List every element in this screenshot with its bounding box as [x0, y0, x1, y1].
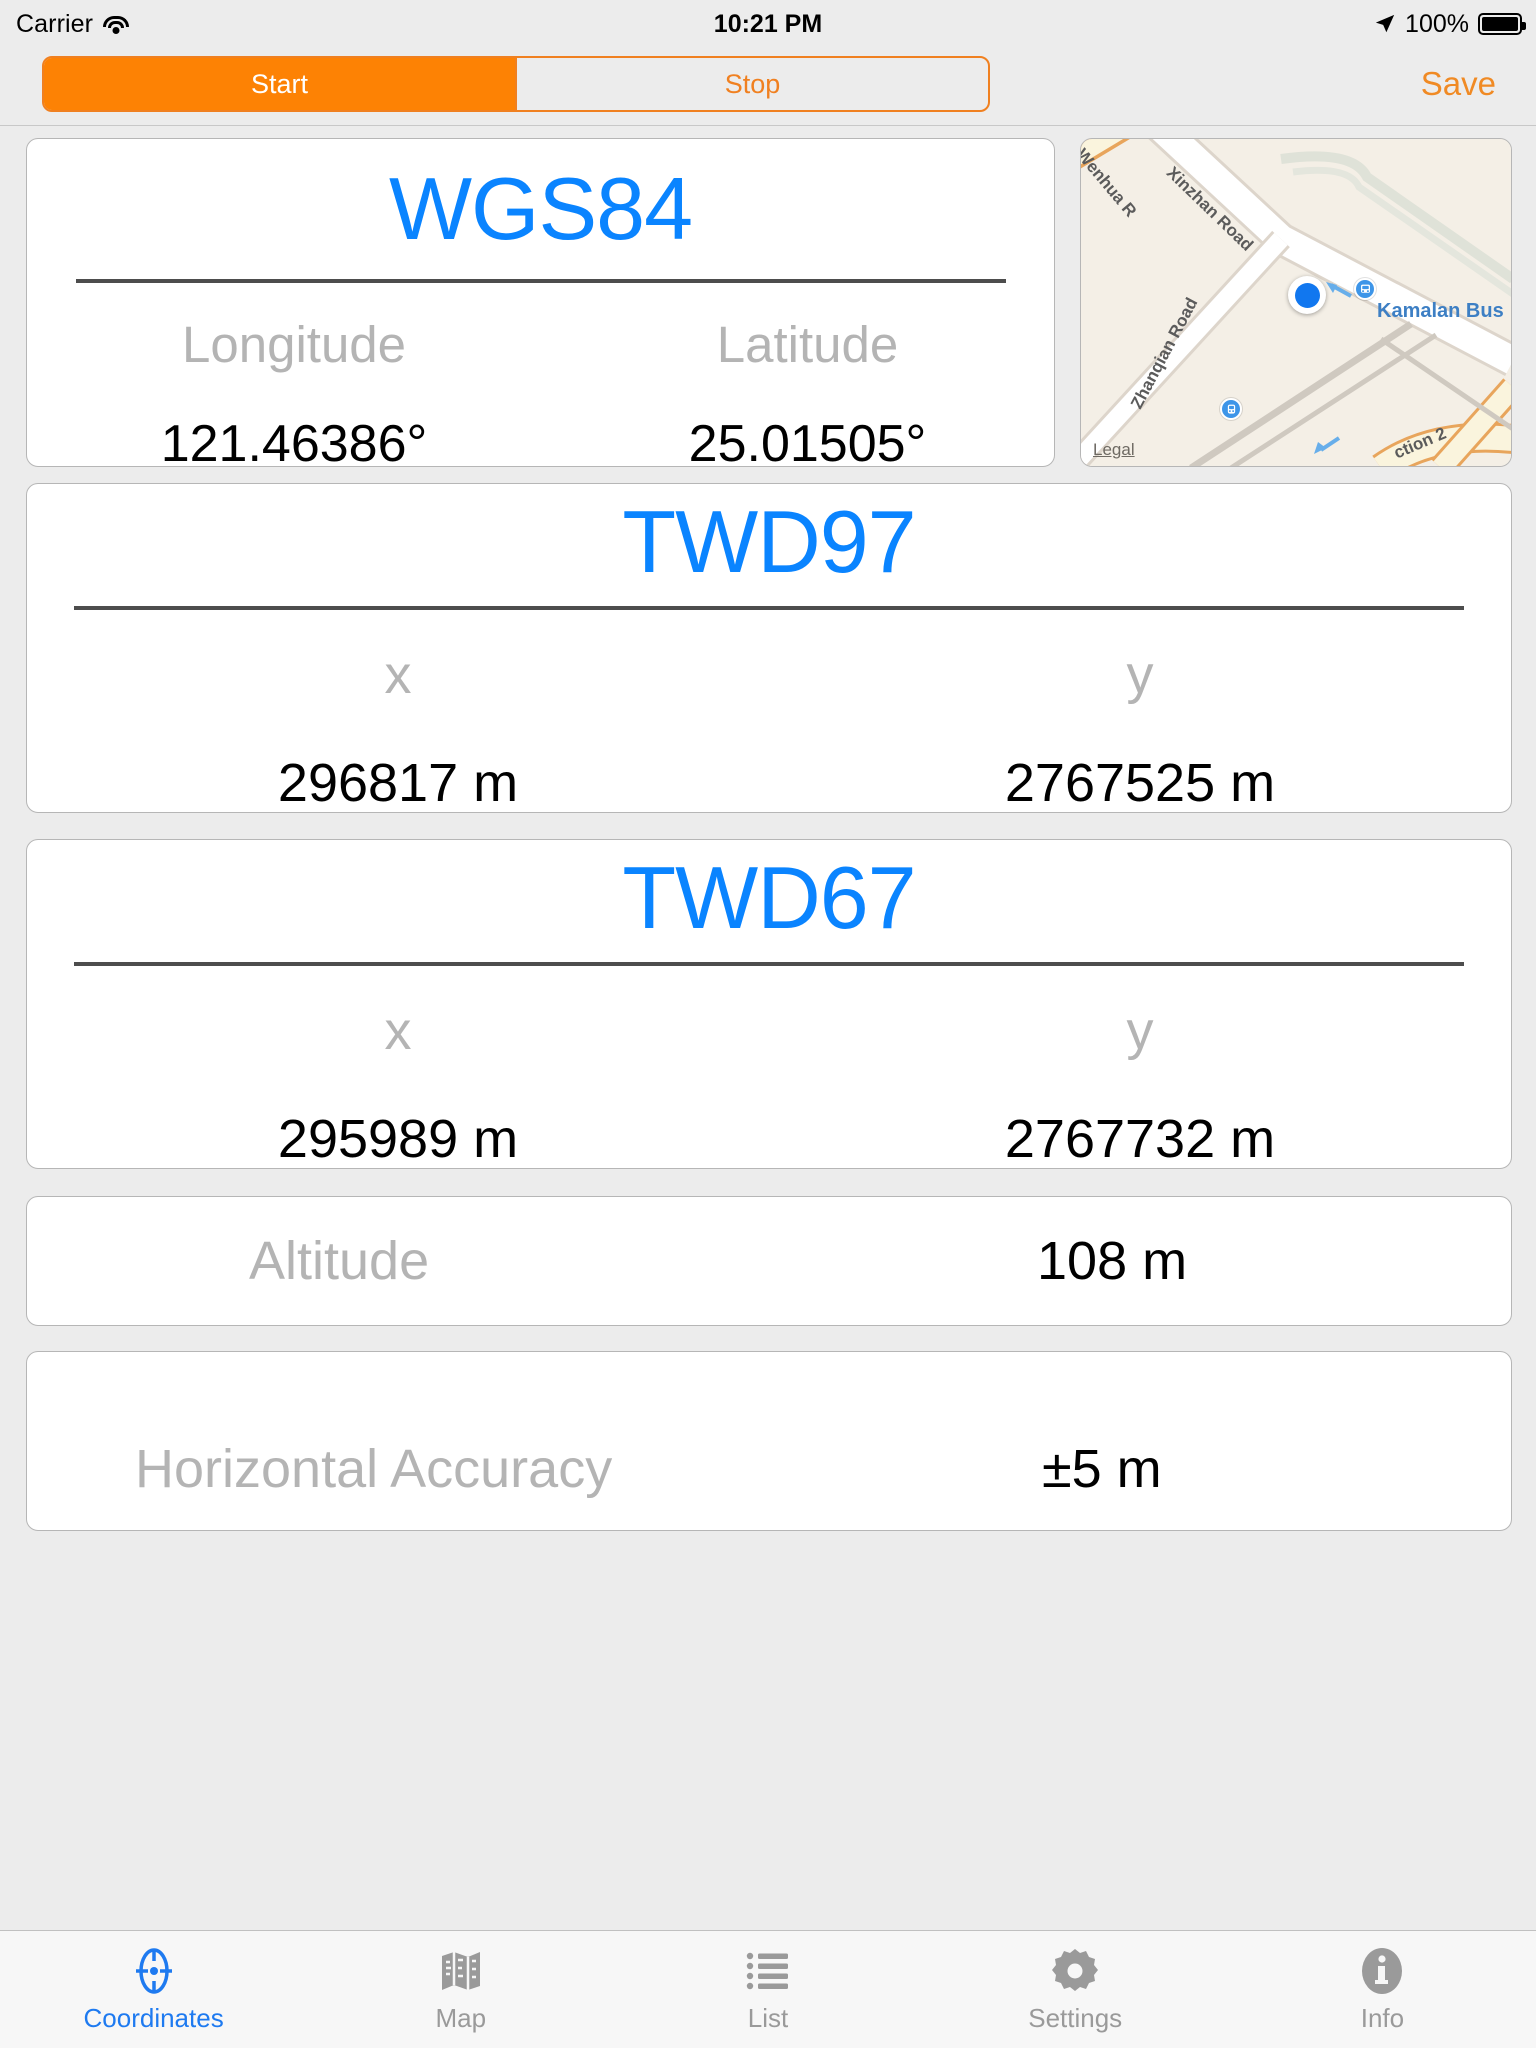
- wgs84-card: WGS84 Longitude Latitude 121.46386° 25.0…: [26, 138, 1055, 473]
- altitude-label: Altitude: [249, 1231, 430, 1291]
- segment-start[interactable]: Start: [44, 58, 515, 110]
- wgs84-labels-row: Longitude Latitude: [27, 283, 1054, 374]
- tab-info[interactable]: Info: [1229, 1931, 1536, 2048]
- battery-percent-label: 100%: [1405, 9, 1469, 38]
- twd97-title: TWD97: [622, 492, 916, 591]
- save-button[interactable]: Save: [1420, 65, 1496, 102]
- direction-arrow-icon-2: [1314, 436, 1341, 454]
- latitude-value: 25.01505°: [688, 415, 927, 473]
- battery-full-icon: [1478, 13, 1526, 35]
- twd97-values-row: 296817 m 2767525 m: [27, 706, 1511, 814]
- info-circle-icon: [1359, 1946, 1405, 1996]
- bus-station-icon[interactable]: [1354, 278, 1376, 300]
- twd97-x-value: 296817 m: [277, 753, 519, 813]
- tab-coordinates[interactable]: Coordinates: [0, 1931, 307, 2048]
- status-bar: Carrier 10:21 PM 100%: [0, 0, 1536, 48]
- twd67-x-value: 295989 m: [277, 1109, 519, 1169]
- twd97-y-label: y: [1126, 645, 1154, 705]
- horizontal-accuracy-value: ±5 m: [1042, 1439, 1162, 1499]
- twd67-card: TWD67 x y 295989 m 2767732 m: [26, 839, 1512, 1169]
- wgs84-title: WGS84: [388, 159, 693, 258]
- list-bullets-icon: [746, 1946, 790, 1996]
- twd67-x-label: x: [384, 1001, 412, 1061]
- horizontal-accuracy-card: Horizontal Accuracy ±5 m: [26, 1351, 1512, 1531]
- twd97-labels-row: x y: [27, 610, 1511, 706]
- latitude-label: Latitude: [716, 316, 899, 373]
- gear-icon: [1051, 1946, 1099, 1996]
- tab-settings-label: Settings: [1028, 2002, 1123, 2033]
- nav-bar: Start Stop Save: [0, 48, 1536, 126]
- twd67-title: TWD67: [622, 848, 916, 947]
- segment-stop[interactable]: Stop: [515, 58, 988, 110]
- twd67-y-label: y: [1126, 1001, 1154, 1061]
- tab-map-label: Map: [435, 2002, 487, 2033]
- twd67-y-value: 2767732 m: [1004, 1109, 1276, 1169]
- longitude-label: Longitude: [181, 316, 407, 373]
- tab-settings[interactable]: Settings: [922, 1931, 1229, 2048]
- tab-bar: Coordinates Map List: [0, 1930, 1536, 2048]
- longitude-value: 121.46386°: [160, 415, 428, 473]
- twd67-divider: [74, 962, 1464, 966]
- status-bar-right: 100%: [1374, 9, 1526, 39]
- twd97-y-value: 2767525 m: [1004, 753, 1276, 813]
- map-preview-card[interactable]: Wenhua R Xinzhan Road Zhanqian Road ctio…: [1080, 138, 1512, 467]
- map-legal-link[interactable]: Legal: [1093, 440, 1135, 459]
- wgs84-divider: [75, 279, 1006, 283]
- twd97-card: TWD97 x y 296817 m 2767525 m: [26, 483, 1512, 813]
- poi-label-kamalan-bus: Kamalan Bus: [1377, 300, 1504, 322]
- location-arrow-icon: [1375, 14, 1395, 33]
- twd97-divider: [74, 606, 1464, 610]
- wifi-icon: [103, 14, 130, 34]
- map-graphic: [1081, 139, 1511, 466]
- carrier-label: Carrier: [16, 9, 94, 38]
- wgs84-values-row: 121.46386° 25.01505°: [27, 374, 1054, 474]
- altitude-card: Altitude 108 m: [26, 1196, 1512, 1326]
- direction-arrow-icon: [1326, 282, 1352, 298]
- folded-map-icon: [438, 1946, 484, 1996]
- train-station-icon[interactable]: [1220, 398, 1242, 420]
- blue-location-dot: [1288, 276, 1326, 314]
- twd67-values-row: 295989 m 2767732 m: [27, 1062, 1511, 1170]
- coordinates-target-icon: [132, 1946, 176, 1996]
- tab-list[interactable]: List: [614, 1931, 921, 2048]
- twd67-labels-row: x y: [27, 966, 1511, 1062]
- main-content: WGS84 Longitude Latitude 121.46386° 25.0…: [0, 126, 1536, 1930]
- status-bar-time: 10:21 PM: [713, 9, 823, 38]
- tab-coordinates-label: Coordinates: [83, 2002, 224, 2033]
- start-stop-segmented-control[interactable]: Start Stop: [42, 56, 990, 112]
- status-bar-left: Carrier: [16, 9, 130, 39]
- twd97-x-label: x: [384, 645, 412, 705]
- tab-info-label: Info: [1360, 2002, 1405, 2033]
- horizontal-accuracy-label: Horizontal Accuracy: [135, 1439, 613, 1499]
- altitude-value: 108 m: [1037, 1231, 1188, 1291]
- tab-list-label: List: [747, 2002, 789, 2033]
- tab-map[interactable]: Map: [307, 1931, 614, 2048]
